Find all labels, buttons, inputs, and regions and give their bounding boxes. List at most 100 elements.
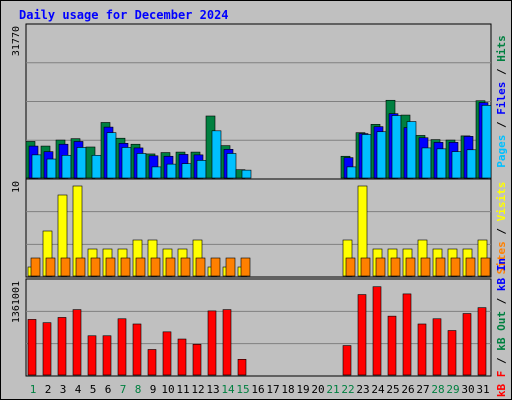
x-label-day-5: 5 xyxy=(90,383,97,396)
bar-sites-day-12 xyxy=(195,257,206,277)
bar-kbf-day-30 xyxy=(462,313,472,376)
bar-sites-day-27 xyxy=(420,257,431,277)
bar-pages-day-22 xyxy=(346,166,357,179)
x-label-day-20: 20 xyxy=(311,383,324,396)
x-label-day-28: 28 xyxy=(431,383,444,396)
legend-entry: Files xyxy=(495,82,508,115)
x-label-day-24: 24 xyxy=(371,383,385,396)
x-label-day-30: 30 xyxy=(461,383,474,396)
x-label-day-29: 29 xyxy=(446,383,459,396)
x-label-day-27: 27 xyxy=(416,383,429,396)
bar-pages-day-13 xyxy=(211,130,222,179)
bar-pages-day-1 xyxy=(31,154,42,179)
bar-sites-day-7 xyxy=(120,257,131,277)
bar-pages-day-11 xyxy=(181,163,192,179)
bar-sites-day-3 xyxy=(60,257,71,277)
x-label-day-10: 10 xyxy=(161,383,174,396)
bar-kbf-day-26 xyxy=(402,293,412,376)
x-label-day-17: 17 xyxy=(266,383,279,396)
bar-kbf-day-9 xyxy=(147,349,157,376)
bar-pages-day-29 xyxy=(451,151,462,179)
bar-kbf-day-8 xyxy=(132,323,142,376)
bar-kbf-day-5 xyxy=(87,335,97,376)
bar-pages-day-8 xyxy=(136,153,147,179)
legend-entry: Pages xyxy=(495,135,508,168)
bar-sites-day-13 xyxy=(210,257,221,277)
bar-kbf-day-4 xyxy=(72,309,82,376)
x-label-day-2: 2 xyxy=(45,383,52,396)
bar-pages-day-4 xyxy=(76,147,87,179)
y-max-label-bottom: 1361001 xyxy=(11,281,22,323)
bar-sites-day-22 xyxy=(345,257,356,277)
x-label-day-13: 13 xyxy=(206,383,219,396)
y-max-label-top: 31770 xyxy=(11,26,22,56)
x-label-day-18: 18 xyxy=(281,383,294,396)
bar-kbf-day-1 xyxy=(27,319,37,376)
bar-sites-day-25 xyxy=(390,257,401,277)
bar-sites-day-11 xyxy=(180,257,191,277)
bar-sites-day-8 xyxy=(135,257,146,277)
bar-kbf-day-28 xyxy=(432,318,442,376)
bar-sites-day-31 xyxy=(480,257,491,277)
bar-sites-day-9 xyxy=(150,257,161,277)
bar-pages-day-23 xyxy=(361,134,372,179)
bar-kbf-day-31 xyxy=(477,307,487,376)
x-label-day-31: 31 xyxy=(476,383,489,396)
side-legend-top: Pages / Files / Hits xyxy=(495,35,508,168)
x-label-day-3: 3 xyxy=(60,383,67,396)
bar-kbf-day-27 xyxy=(417,323,427,376)
legend-entry: / xyxy=(495,351,508,371)
bar-sites-day-30 xyxy=(465,257,476,277)
bar-pages-day-25 xyxy=(391,115,402,179)
legend-entry: / xyxy=(495,221,508,241)
bar-sites-day-15 xyxy=(240,257,251,277)
bar-pages-day-5 xyxy=(91,155,102,179)
bar-kbf-day-24 xyxy=(372,286,382,376)
bar-pages-day-15 xyxy=(241,169,252,179)
x-label-day-23: 23 xyxy=(356,383,369,396)
bar-kbf-day-25 xyxy=(387,315,397,376)
bar-pages-day-2 xyxy=(46,158,57,179)
bar-kbf-day-15 xyxy=(237,359,247,376)
bar-sites-day-24 xyxy=(375,257,386,277)
bar-pages-day-28 xyxy=(436,148,447,179)
x-label-day-1: 1 xyxy=(30,383,37,396)
x-label-day-7: 7 xyxy=(120,383,127,396)
bar-sites-day-6 xyxy=(105,257,116,277)
x-label-day-4: 4 xyxy=(75,383,82,396)
legend-entry: / xyxy=(495,291,508,311)
bar-sites-day-2 xyxy=(45,257,56,277)
legend-entry: kB In xyxy=(495,258,508,291)
side-legend-middle: Sites / Visits xyxy=(495,182,508,275)
bar-pages-day-26 xyxy=(406,121,417,179)
x-label-day-21: 21 xyxy=(326,383,339,396)
x-label-day-19: 19 xyxy=(296,383,309,396)
bar-pages-day-7 xyxy=(121,147,132,179)
x-label-day-9: 9 xyxy=(150,383,157,396)
bar-kbf-day-11 xyxy=(177,338,187,376)
legend-entry: Hits xyxy=(495,35,508,62)
bar-kbf-day-14 xyxy=(222,309,232,376)
x-label-day-16: 16 xyxy=(251,383,264,396)
legend-entry: kB Out xyxy=(495,311,508,351)
bar-sites-day-23 xyxy=(360,257,371,277)
y-max-label-middle: 10 xyxy=(11,181,22,193)
bar-kbf-day-23 xyxy=(357,294,367,376)
bar-pages-day-10 xyxy=(166,163,177,179)
x-label-day-22: 22 xyxy=(341,383,354,396)
x-label-day-15: 15 xyxy=(236,383,249,396)
bar-kbf-day-12 xyxy=(192,343,202,376)
x-label-day-11: 11 xyxy=(176,383,189,396)
legend-entry: Sites xyxy=(495,241,508,274)
bar-pages-day-24 xyxy=(376,131,387,179)
legend-entry: / xyxy=(495,115,508,135)
bar-kbf-day-7 xyxy=(117,318,127,376)
x-label-day-26: 26 xyxy=(401,383,414,396)
x-label-day-12: 12 xyxy=(191,383,204,396)
bar-kbf-day-22 xyxy=(342,345,352,376)
bar-sites-day-14 xyxy=(225,257,236,277)
x-label-day-6: 6 xyxy=(105,383,112,396)
legend-entry: / xyxy=(495,62,508,82)
legend-entry: kB F xyxy=(495,371,508,398)
